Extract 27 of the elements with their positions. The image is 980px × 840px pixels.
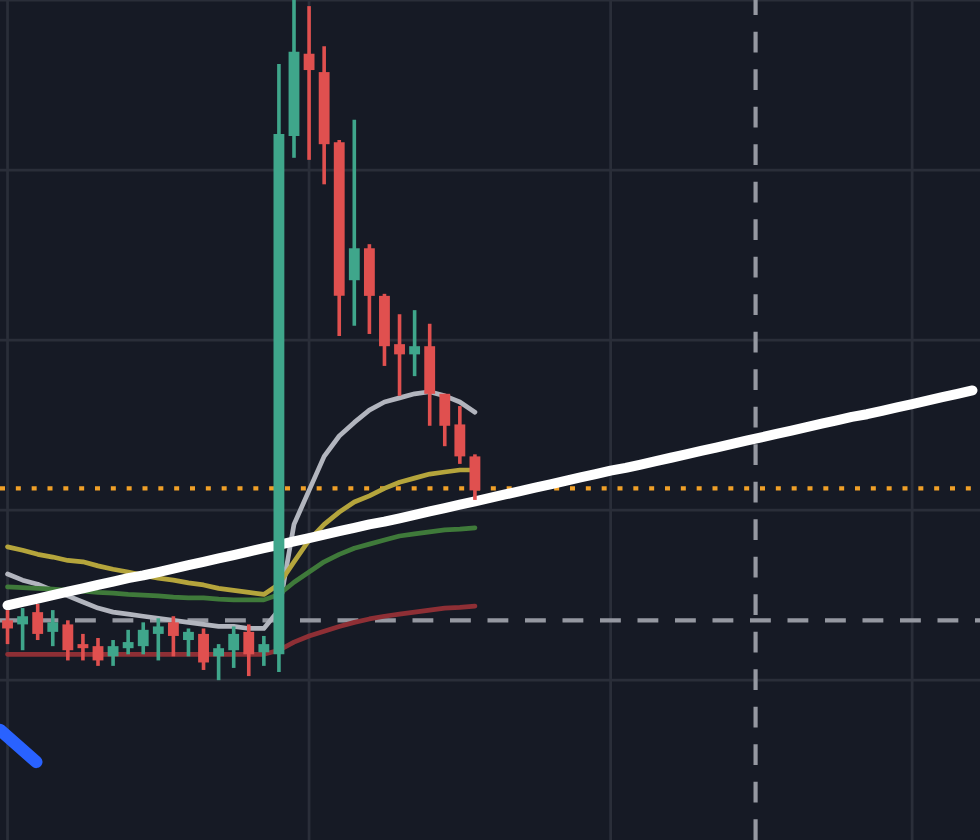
candlestick: [2, 608, 13, 646]
candlestick: [107, 638, 119, 668]
candlestick: [32, 602, 44, 642]
candlestick: [348, 117, 360, 328]
candlestick: [439, 392, 451, 448]
candlestick: [47, 608, 59, 648]
candlestick: [243, 622, 255, 678]
candlestick: [92, 636, 104, 668]
candlestick: [62, 618, 74, 663]
candlestick: [424, 321, 436, 428]
candlestick: [167, 614, 179, 659]
candlestick: [213, 642, 225, 682]
candlestick: [137, 620, 149, 657]
candlestick: [454, 404, 466, 466]
candlestick: [228, 624, 240, 670]
candlestick: [17, 606, 29, 653]
candlestick: [469, 452, 481, 502]
candlestick: [122, 628, 134, 657]
candlestick: [77, 632, 89, 663]
candlestick: [183, 626, 194, 659]
candlestick: [152, 616, 164, 663]
candlestick: [409, 308, 421, 378]
candlestick: [394, 312, 405, 398]
candlestick: [363, 242, 375, 336]
candlestick: [198, 626, 209, 672]
candlestick: [303, 4, 315, 162]
candlestick: [258, 634, 270, 668]
